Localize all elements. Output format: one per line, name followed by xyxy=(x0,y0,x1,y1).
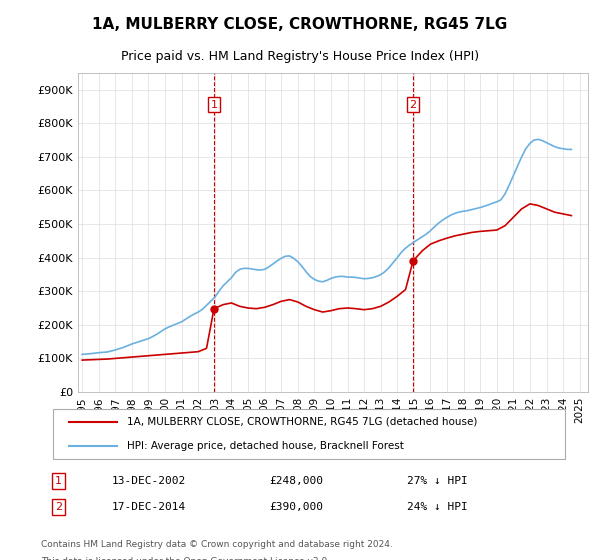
Text: Contains HM Land Registry data © Crown copyright and database right 2024.: Contains HM Land Registry data © Crown c… xyxy=(41,540,393,549)
Text: 1: 1 xyxy=(211,100,218,110)
FancyBboxPatch shape xyxy=(53,409,565,459)
Text: 24% ↓ HPI: 24% ↓ HPI xyxy=(407,502,468,512)
Text: HPI: Average price, detached house, Bracknell Forest: HPI: Average price, detached house, Brac… xyxy=(127,441,404,451)
Text: 2: 2 xyxy=(55,502,62,512)
Text: £248,000: £248,000 xyxy=(270,476,324,486)
Text: 1A, MULBERRY CLOSE, CROWTHORNE, RG45 7LG: 1A, MULBERRY CLOSE, CROWTHORNE, RG45 7LG xyxy=(92,17,508,32)
Text: 27% ↓ HPI: 27% ↓ HPI xyxy=(407,476,468,486)
Text: 17-DEC-2014: 17-DEC-2014 xyxy=(112,502,185,512)
Text: 2: 2 xyxy=(409,100,416,110)
Text: 1A, MULBERRY CLOSE, CROWTHORNE, RG45 7LG (detached house): 1A, MULBERRY CLOSE, CROWTHORNE, RG45 7LG… xyxy=(127,417,478,427)
Text: This data is licensed under the Open Government Licence v3.0.: This data is licensed under the Open Gov… xyxy=(41,557,330,560)
Text: 13-DEC-2002: 13-DEC-2002 xyxy=(112,476,185,486)
Text: Price paid vs. HM Land Registry's House Price Index (HPI): Price paid vs. HM Land Registry's House … xyxy=(121,50,479,63)
Text: £390,000: £390,000 xyxy=(270,502,324,512)
Text: 1: 1 xyxy=(55,476,62,486)
